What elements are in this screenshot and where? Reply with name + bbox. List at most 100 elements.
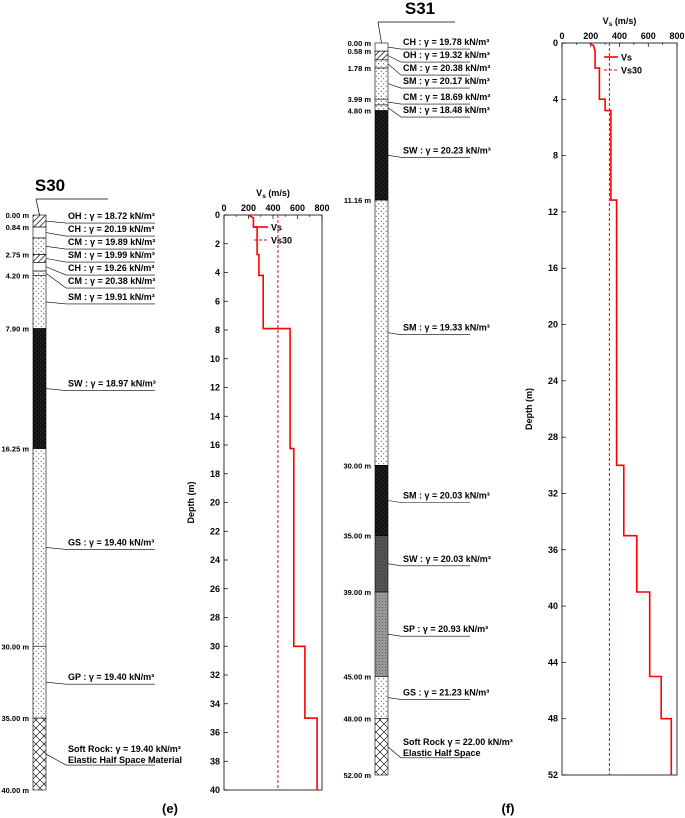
x-tick-label: 0 (559, 31, 564, 41)
soil-layer (32, 254, 47, 263)
soil-layer (374, 98, 389, 106)
depth-label: 35.00 m (343, 532, 371, 541)
y-tick-label: 30 (210, 641, 220, 651)
y-tick-label: 52 (548, 770, 558, 780)
depth-label: 11.16 m (344, 196, 371, 205)
soil-layer (32, 717, 47, 791)
log-title: S31 (405, 0, 435, 18)
layer-label: SM : γ = 19.99 kN/m³ (68, 250, 155, 260)
label-leader (45, 681, 67, 685)
depth-label: 1.78 m (348, 64, 372, 73)
layer-label: SW : γ = 20.03 kN/m³ (403, 554, 491, 564)
y-tick-label: 16 (548, 263, 558, 273)
y-tick-label: 14 (210, 411, 220, 421)
soil-layer (374, 465, 389, 536)
soil-layer (374, 50, 389, 61)
depth-label: 35.00 m (1, 714, 29, 723)
layer-label: SM : γ = 20.03 kN/m³ (403, 491, 490, 501)
layer-label: CH : γ = 20.19 kN/m³ (68, 224, 154, 234)
y-tick-label: 16 (210, 440, 220, 450)
x-tick-label: 600 (641, 31, 656, 41)
y-tick-label: 4 (553, 94, 558, 104)
y-tick-label: 20 (548, 320, 558, 330)
vs-profile-chart-e: 0 200 400 600 800024681012141618202224262830… (186, 188, 330, 795)
layer-label: GP : γ = 19.40 kN/m³ (68, 672, 154, 682)
layer-label: SM : γ = 19.33 kN/m³ (403, 323, 490, 333)
label-leader (387, 83, 402, 89)
depth-label: 0.58 m (348, 47, 372, 56)
x-axis-label: Vs (m/s) (256, 188, 290, 200)
panel-label-f: (f) (502, 801, 515, 816)
depth-label: 4.20 m (6, 271, 30, 280)
y-tick-label: 32 (548, 488, 558, 498)
plot-frame (561, 42, 678, 776)
soil-layer (32, 328, 47, 449)
layer-label: SW : γ = 18.97 kN/m³ (68, 379, 156, 389)
soil-layer (32, 275, 47, 329)
soil-layer (374, 42, 389, 52)
title-leader (377, 21, 382, 44)
label-leader (45, 388, 67, 391)
depth-label: 7.90 m (6, 325, 30, 334)
y-tick-label: 12 (210, 383, 220, 393)
layer-label: Soft Rock γ = 22.00 kN/m³ (403, 737, 513, 747)
legend-label: Vs30 (621, 66, 642, 76)
x-tick-label: 800 (669, 31, 684, 41)
layer-label: CM : γ = 19.89 kN/m³ (68, 237, 155, 247)
label-leader (387, 101, 402, 105)
y-tick-label: 34 (210, 699, 220, 709)
label-leader (45, 266, 67, 276)
y-tick-label: 10 (210, 354, 220, 364)
label-leader (45, 245, 67, 250)
y-tick-label: 40 (548, 601, 558, 611)
series-vs-line (248, 214, 318, 790)
x-tick-label: 800 (314, 203, 329, 213)
x-tick-label: 0 (221, 203, 226, 213)
y-tick-label: 20 (210, 498, 220, 508)
y-tick-label: 8 (553, 151, 558, 161)
panel-label-e: (e) (162, 801, 178, 816)
layer-label: GS : γ = 19.40 kN/m³ (68, 537, 154, 547)
soil-layer (374, 676, 389, 719)
label-leader (387, 55, 402, 63)
label-leader (387, 63, 402, 76)
y-tick-label: 38 (210, 756, 220, 766)
borehole-log-s31: S31 CH : γ = 19.78 kN/m³ OH : γ = 19.32 kN… (343, 0, 512, 780)
label-leader (387, 332, 402, 335)
depth-label: 0.84 m (6, 223, 30, 232)
depth-label: 3.99 m (348, 95, 372, 104)
label-leader (387, 746, 402, 759)
x-tick-label: 600 (290, 203, 305, 213)
log-title: S30 (35, 176, 65, 195)
soil-layer (374, 104, 389, 111)
legend-label: Vs (271, 223, 282, 233)
layer-label: GS : γ = 21.23 kN/m³ (403, 688, 489, 698)
y-tick-label: 24 (210, 555, 220, 565)
soil-layer (374, 591, 389, 677)
depth-label: 30.00 m (343, 461, 371, 470)
label-leader (387, 563, 402, 567)
depth-label: 45.00 m (343, 672, 371, 681)
depth-label: 39.00 m (343, 588, 371, 597)
y-tick-label: 8 (215, 325, 220, 335)
depth-label: 0.00 m (6, 211, 30, 220)
y-tick-label: 48 (548, 714, 558, 724)
soil-layer (374, 110, 389, 201)
soil-layer (32, 448, 47, 647)
y-axis-label: Depth (m) (524, 388, 534, 430)
x-axis-label: Vs (m/s) (603, 16, 637, 28)
soil-layer (374, 535, 389, 593)
depth-label: 48.00 m (343, 715, 371, 724)
label-leader (387, 46, 402, 50)
y-tick-label: 44 (548, 657, 558, 667)
layer-label: Soft Rock: γ = 19.40 kN/m³ (68, 744, 181, 754)
layer-label: SW : γ = 20.23 kN/m³ (403, 145, 491, 155)
label-leader (45, 272, 67, 289)
vs-profile-chart-f: 0 200 400 600 8000481216202428323640444852Vs… (524, 16, 685, 780)
label-leader (45, 258, 67, 263)
series-vs-line (588, 42, 673, 775)
y-tick-label: 0 (215, 210, 220, 220)
y-tick-label: 36 (548, 545, 558, 555)
layer-label: CM : γ = 18.69 kN/m³ (403, 92, 490, 102)
y-tick-label: 32 (210, 670, 220, 680)
